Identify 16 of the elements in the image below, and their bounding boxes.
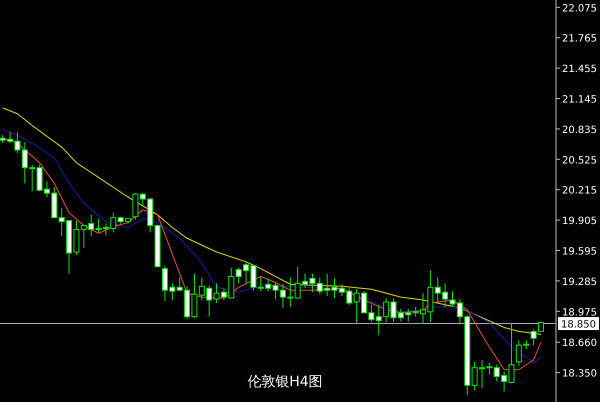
y-tick-label: 20.525 (562, 155, 597, 166)
y-tick-label: 21.145 (562, 94, 597, 106)
line-series (2, 107, 542, 335)
y-tick-label: 20.215 (562, 186, 597, 197)
y-tick-label: 18.975 (562, 307, 597, 318)
y-tick-label: 18.660 (562, 338, 597, 350)
ref-line-label: 18.850 (561, 320, 596, 331)
y-tick-label: 21.455 (562, 64, 597, 76)
y-tick-label: 20.835 (562, 124, 597, 136)
text: 伦敦银H4图 (247, 374, 323, 390)
y-tick-label: 19.285 (562, 276, 597, 288)
y-tick-label: 22.075 (562, 3, 597, 14)
y-tick-label: 19.905 (562, 216, 597, 228)
y-tick-label: 21.765 (562, 34, 597, 45)
y-tick-label: 19.595 (562, 246, 597, 258)
y-tick-label: 18.350 (562, 368, 597, 380)
